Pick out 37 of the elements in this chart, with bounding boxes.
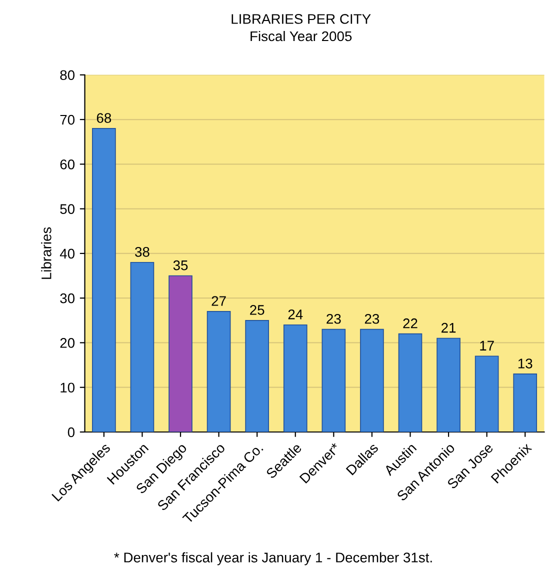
data-label: 25 bbox=[250, 305, 264, 315]
bar bbox=[130, 262, 154, 432]
bar bbox=[398, 333, 422, 432]
bar bbox=[283, 324, 308, 432]
y-tick-label: 40 bbox=[60, 248, 75, 259]
data-label: 21 bbox=[442, 322, 456, 333]
bar bbox=[168, 275, 192, 432]
bar bbox=[322, 328, 346, 432]
bar bbox=[92, 128, 116, 432]
data-label: 35 bbox=[173, 260, 188, 270]
data-label: 68 bbox=[96, 113, 112, 123]
data-label: 13 bbox=[518, 358, 532, 368]
bar bbox=[206, 311, 231, 432]
y-tick-label: 70 bbox=[60, 114, 75, 125]
bar bbox=[245, 320, 269, 432]
y-tick-label: 80 bbox=[60, 70, 75, 80]
bar bbox=[513, 374, 538, 432]
y-tick-label: 60 bbox=[60, 159, 75, 170]
bar bbox=[360, 328, 384, 432]
y-axis-title: Libraries bbox=[41, 227, 52, 279]
data-label: 24 bbox=[288, 310, 303, 320]
data-label: 27 bbox=[212, 296, 226, 306]
y-tick-label: 50 bbox=[60, 204, 75, 214]
data-label: 38 bbox=[135, 247, 150, 257]
chart-subtitle: Fiscal Year 2005 bbox=[250, 30, 352, 42]
data-label: 17 bbox=[480, 340, 494, 350]
y-tick-label: 0 bbox=[68, 427, 75, 438]
data-label: 22 bbox=[403, 318, 418, 328]
y-tick-label: 30 bbox=[60, 293, 75, 304]
chart-title: LIBRARIES PER CITY bbox=[232, 14, 371, 24]
bar bbox=[436, 338, 460, 432]
y-tick-label: 10 bbox=[60, 382, 75, 393]
bar bbox=[474, 356, 499, 432]
text: * Denver's fiscal year is January 1 - December 31st. bbox=[114, 552, 432, 566]
y-tick-label: 20 bbox=[60, 338, 75, 348]
data-label: 23 bbox=[364, 314, 380, 324]
data-label: 23 bbox=[326, 314, 341, 324]
